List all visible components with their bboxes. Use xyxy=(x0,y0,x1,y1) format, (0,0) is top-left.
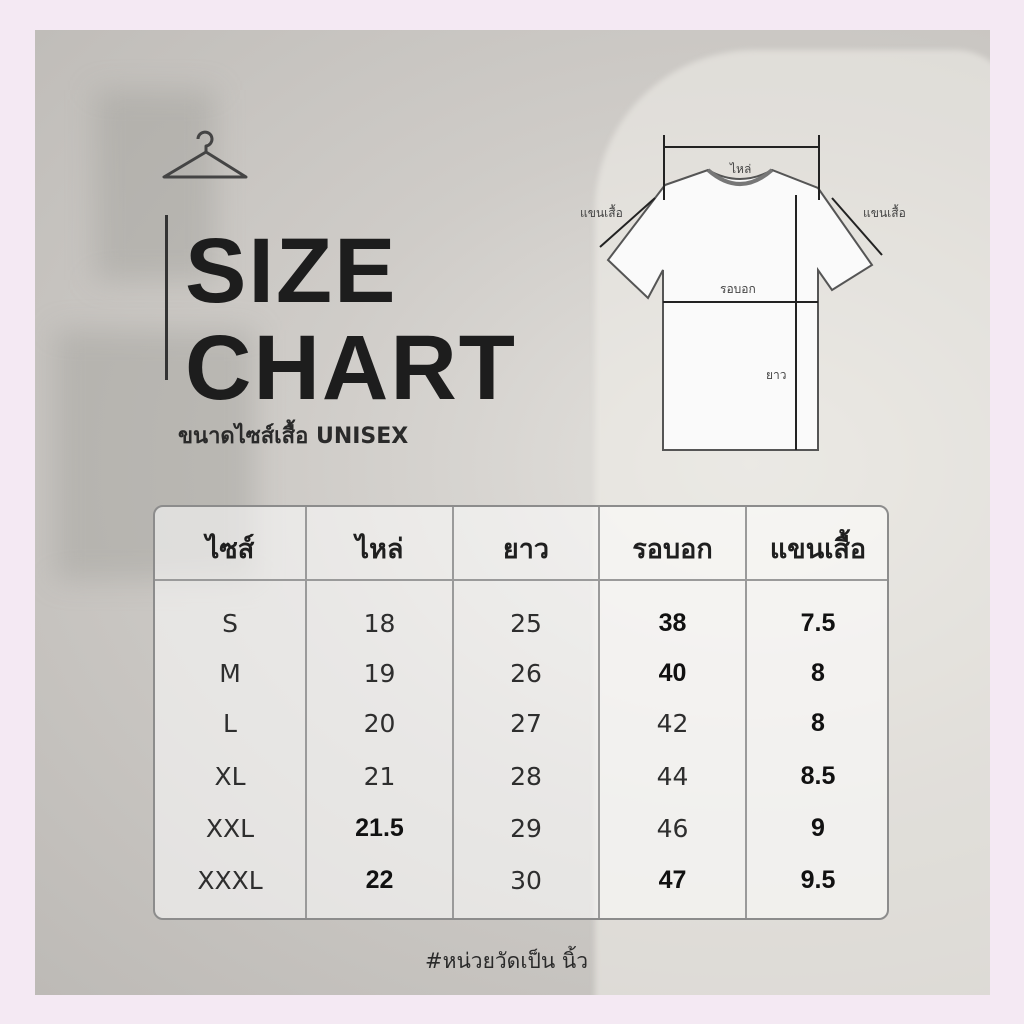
header-shoulder: ไหล่ xyxy=(355,534,404,565)
cell-size: XL xyxy=(214,762,246,791)
title-accent-bar xyxy=(165,215,168,380)
column-divider xyxy=(745,507,747,918)
tshirt-diagram: ไหล่ แขนเสื้อ แขนเสื้อ รอบอก ยาว xyxy=(560,120,920,460)
cell-chest: 38 xyxy=(658,609,687,637)
length-label: ยาว xyxy=(766,368,787,382)
size-table: ไซส์ ไหล่ ยาว รอบอก แขนเสื้อ S 18 25 38 7.5 M 19 26 4… xyxy=(153,505,889,920)
unit-footnote: #หน่วยวัดเป็น นิ้ว xyxy=(425,949,589,973)
cell-length: 25 xyxy=(510,609,542,638)
cell-length: 27 xyxy=(510,709,542,738)
cell-sleeve: 8 xyxy=(811,709,825,737)
header-divider xyxy=(155,579,887,581)
cell-chest: 40 xyxy=(658,659,687,687)
cell-sleeve: 9.5 xyxy=(800,866,836,894)
cell-size: S xyxy=(222,609,238,638)
column-divider xyxy=(452,507,454,918)
header-chest: รอบอก xyxy=(632,534,713,565)
cell-size: XXL xyxy=(205,814,255,843)
cell-shoulder: 18 xyxy=(363,609,396,638)
cell-chest: 46 xyxy=(656,814,689,843)
shoulder-label: ไหล่ xyxy=(730,162,752,176)
cell-chest: 42 xyxy=(656,709,689,738)
chest-label: รอบอก xyxy=(720,282,756,296)
column-divider xyxy=(305,507,307,918)
cell-length: 30 xyxy=(510,866,542,895)
tshirt-icon xyxy=(599,135,883,451)
cell-sleeve: 8 xyxy=(811,659,825,687)
cell-sleeve: 7.5 xyxy=(800,609,836,637)
cell-shoulder: 21 xyxy=(363,762,396,791)
title-line1: SIZE xyxy=(185,220,398,322)
sleeve-left-label: แขนเสื้อ xyxy=(580,206,623,220)
window-shadow xyxy=(95,90,215,280)
cell-shoulder: 21.5 xyxy=(355,814,404,842)
cell-shoulder: 22 xyxy=(365,866,394,894)
header-sleeve: แขนเสื้อ xyxy=(769,534,867,565)
sleeve-right-label: แขนเสื้อ xyxy=(863,206,906,220)
subtitle: ขนาดไซส์เสื้อ UNISEX xyxy=(178,424,409,449)
cell-shoulder: 19 xyxy=(363,659,396,688)
cell-length: 29 xyxy=(510,814,542,843)
hanger-icon xyxy=(162,130,248,179)
column-divider xyxy=(598,507,600,918)
cell-chest: 44 xyxy=(656,762,689,791)
header-size: ไซส์ xyxy=(205,534,255,565)
cell-size: M xyxy=(219,659,241,688)
cell-size: XXXL xyxy=(197,866,263,895)
cell-length: 26 xyxy=(510,659,542,688)
cell-shoulder: 20 xyxy=(363,709,396,738)
cell-size: L xyxy=(223,709,237,738)
size-chart-panel: SIZE CHART ขนาดไซส์เสื้อ UNISEX ไหล่ แขน… xyxy=(35,30,990,995)
title-line2: CHART xyxy=(185,317,517,419)
cell-chest: 47 xyxy=(658,866,687,894)
cell-length: 28 xyxy=(510,762,542,791)
cell-sleeve: 9 xyxy=(811,814,825,842)
header-length: ยาว xyxy=(502,534,550,565)
cell-sleeve: 8.5 xyxy=(800,762,836,790)
